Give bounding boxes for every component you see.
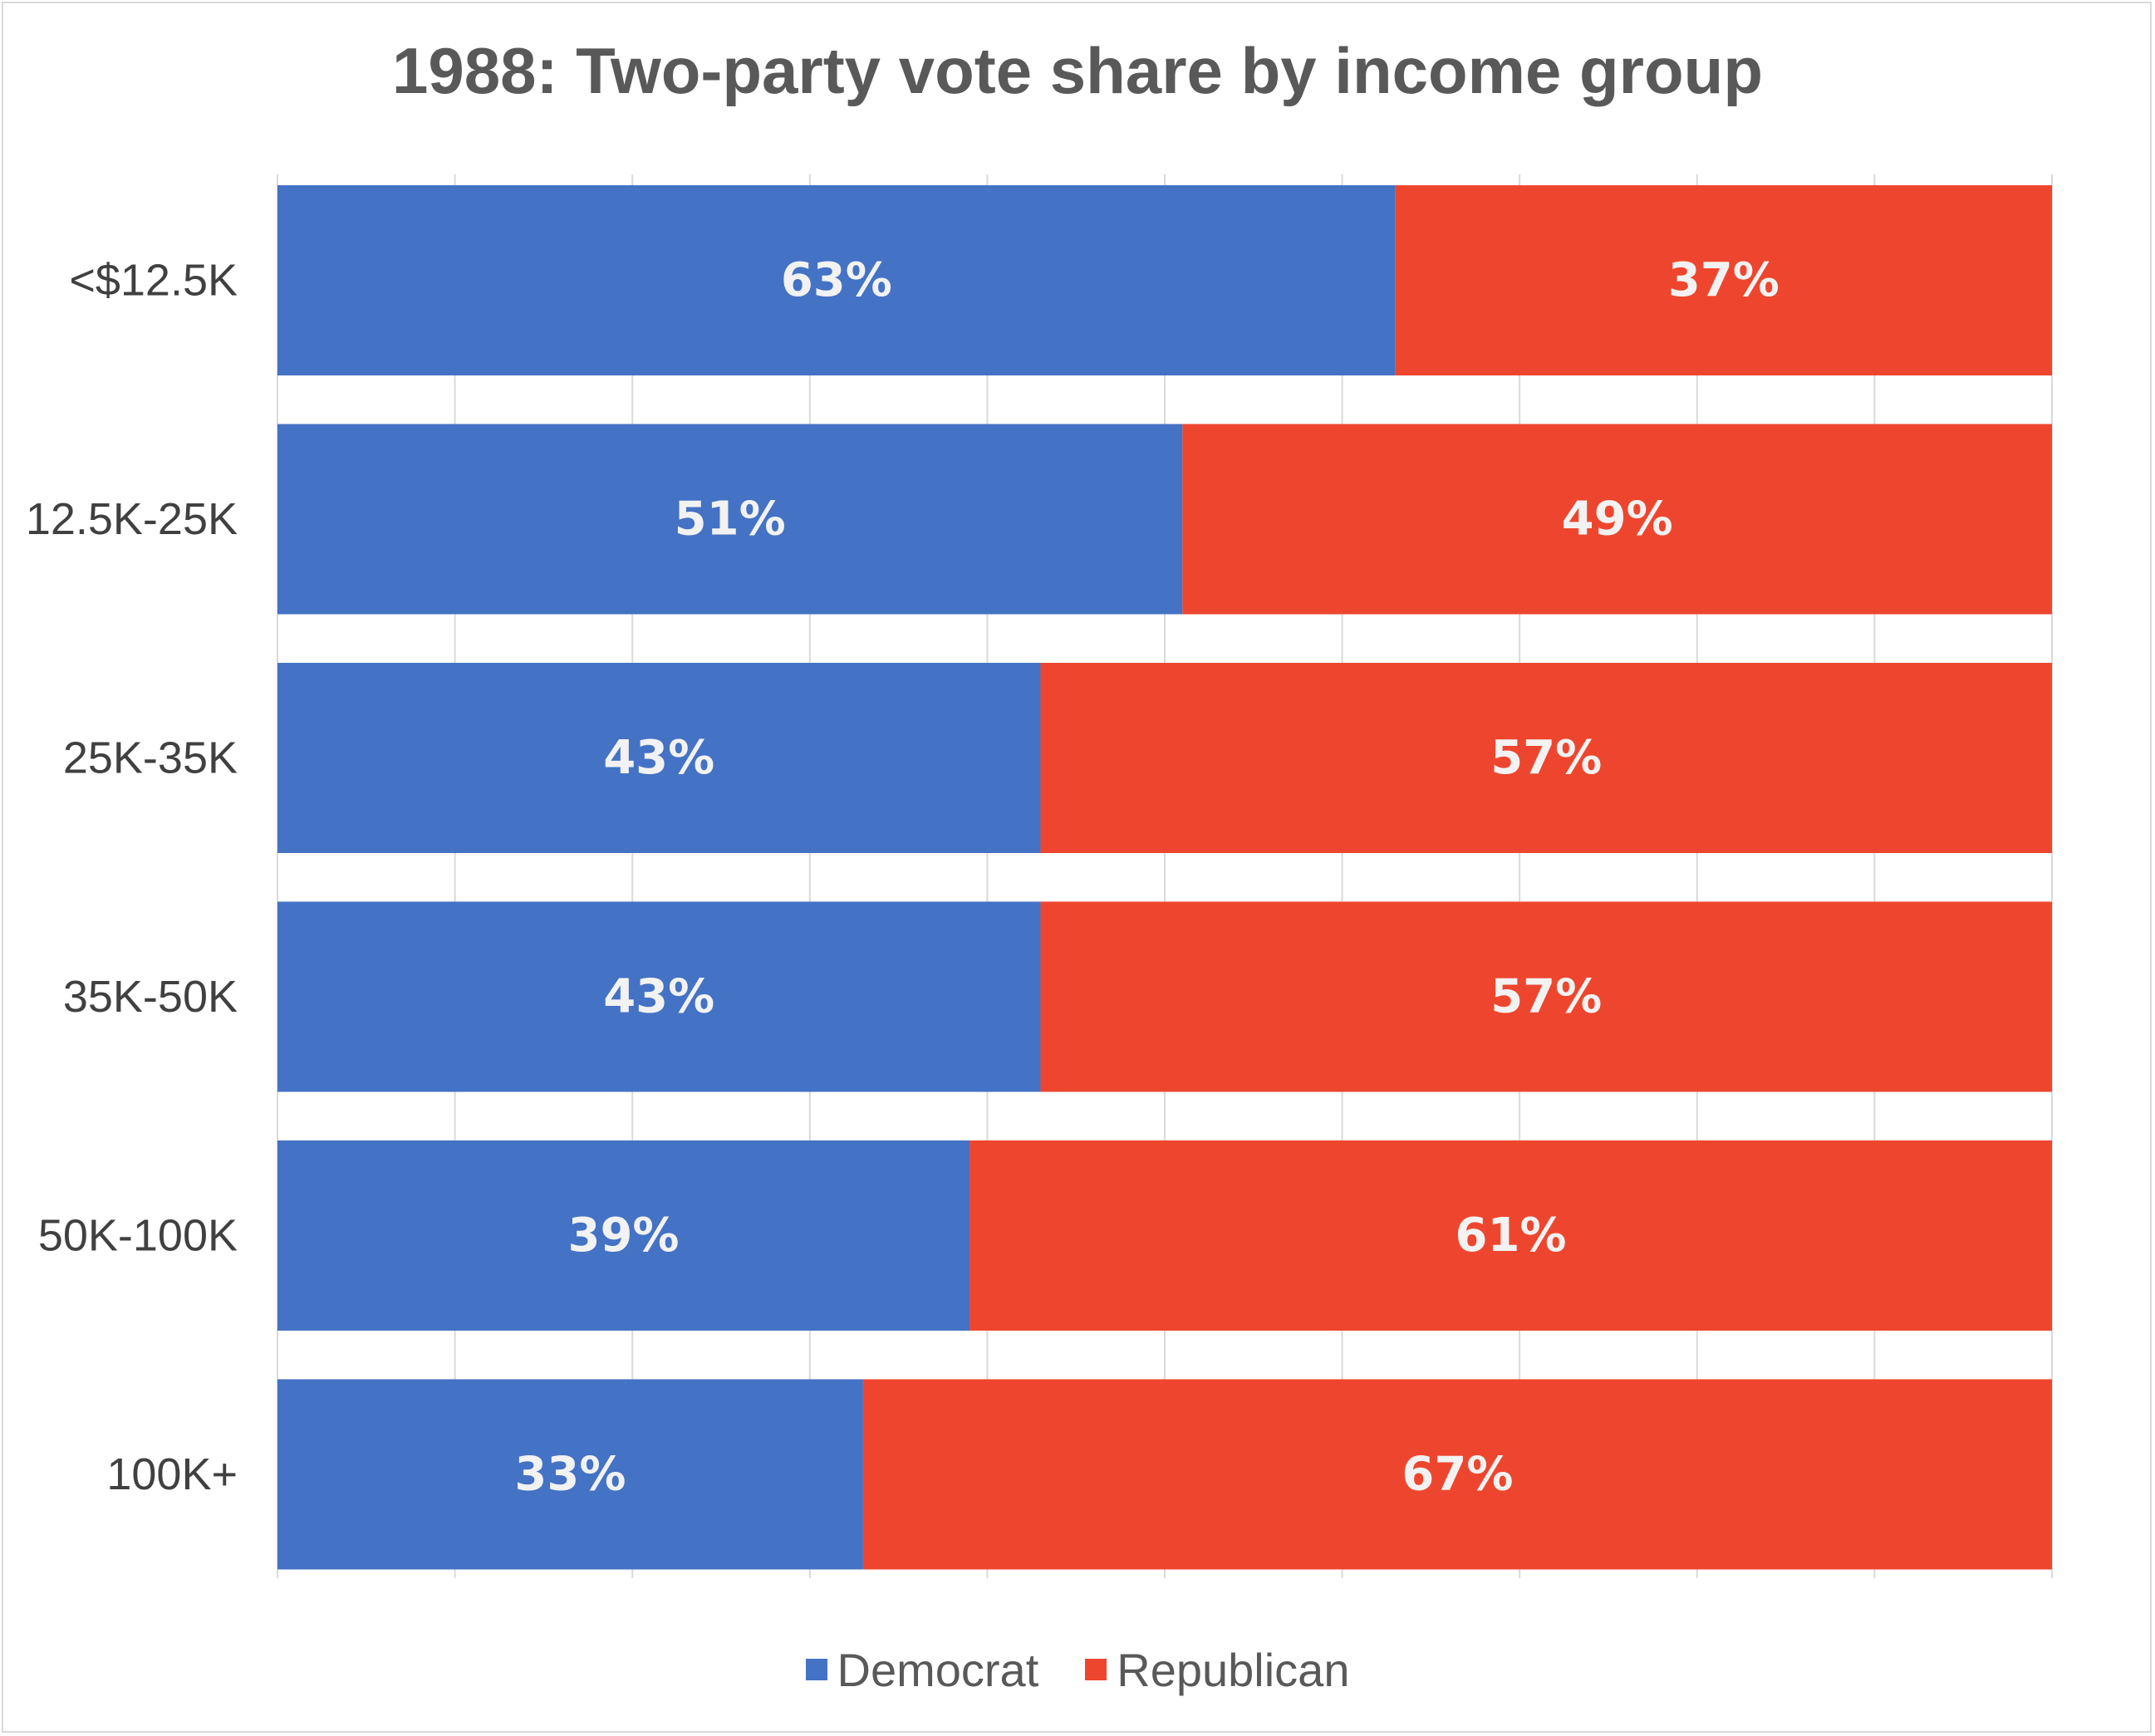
data-label-democrat: 39%	[567, 1209, 679, 1263]
chart-title: 1988: Two-party vote share by income gro…	[392, 34, 1763, 107]
data-label-democrat: 63%	[781, 253, 892, 307]
category-label: 25K-35K	[63, 733, 238, 783]
category-axis-labels: <$12.5K 12.5K-25K 25K-35K 35K-50K 50K-100K 10…	[26, 256, 238, 1500]
data-label-republican: 67%	[1401, 1448, 1513, 1502]
legend-swatch-democrat	[805, 1659, 827, 1680]
data-label-democrat: 43%	[603, 970, 714, 1024]
bar-republican	[1395, 185, 2052, 375]
bar-democrat	[277, 424, 1183, 615]
data-label-republican: 37%	[1668, 253, 1779, 307]
legend-item-republican: Republican	[1085, 1643, 1349, 1697]
data-label-democrat: 33%	[514, 1448, 626, 1502]
bar-republican	[970, 1140, 2052, 1331]
legend-label-democrat: Democrat	[837, 1643, 1039, 1696]
bar-democrat	[277, 1379, 863, 1570]
data-label-republican: 57%	[1490, 731, 1602, 785]
gridlines	[277, 174, 2053, 1578]
data-labels: 63% 37% 51% 49% 43% 57% 43% 57% 39% 61% 33% 67%	[514, 253, 1779, 1502]
legend-swatch-republican	[1085, 1659, 1107, 1680]
data-label-republican: 49%	[1562, 493, 1673, 547]
bar-democrat	[277, 1140, 970, 1331]
bar-democrat	[277, 901, 1041, 1092]
data-label-republican: 61%	[1455, 1209, 1566, 1263]
bar-republican	[1182, 424, 2052, 615]
bar-democrat	[277, 185, 1396, 375]
data-label-democrat: 51%	[675, 493, 786, 547]
legend-label-republican: Republican	[1117, 1643, 1350, 1696]
data-label-republican: 57%	[1490, 970, 1602, 1024]
bar-democrat	[277, 663, 1041, 853]
category-label: 35K-50K	[63, 972, 238, 1022]
legend-item-democrat: Democrat	[805, 1643, 1039, 1697]
category-label: 50K-100K	[38, 1211, 238, 1261]
bar-republican	[862, 1379, 2052, 1570]
category-label: 100K+	[106, 1449, 238, 1499]
legend: Democrat Republican	[0, 1640, 2155, 1699]
bars	[277, 185, 2052, 1570]
bar-republican	[1040, 663, 2052, 853]
bar-republican	[1040, 901, 2052, 1092]
data-label-democrat: 43%	[603, 731, 714, 785]
category-label: <$12.5K	[69, 256, 238, 306]
category-label: 12.5K-25K	[26, 494, 238, 544]
